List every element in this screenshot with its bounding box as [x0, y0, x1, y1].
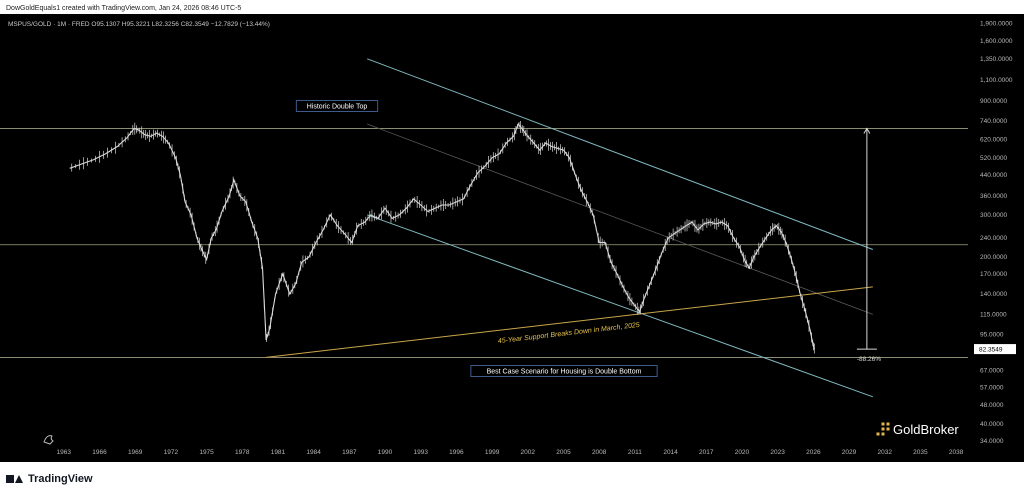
x-tick-label: 2038: [949, 449, 964, 456]
y-tick-label: 57.0000: [980, 384, 1004, 391]
x-tick-label: 1996: [449, 449, 464, 456]
y-tick-label: 95.0000: [980, 331, 1004, 338]
y-tick-label: 620.0000: [980, 137, 1007, 144]
x-tick-label: 1993: [413, 449, 428, 456]
y-tick-label: 170.0000: [980, 271, 1007, 278]
goldbroker-dot: [881, 427, 885, 431]
x-tick-label: 1999: [485, 449, 500, 456]
y-tick-label: 520.0000: [980, 155, 1007, 162]
x-tick-label: 1966: [92, 449, 107, 456]
goldbroker-watermark: GoldBroker: [876, 422, 959, 437]
goldbroker-dot: [886, 422, 890, 426]
y-tick-label: 1,900.0000: [980, 20, 1013, 27]
chart-legend: MSPUS/GOLD · 1M · FRED O95.1307 H95.3221…: [8, 21, 270, 28]
x-tick-label: 2029: [842, 449, 857, 456]
x-tick-label: 1969: [128, 449, 143, 456]
x-tick-label: 1978: [235, 449, 250, 456]
label-double-top: Historic Double Top: [307, 104, 368, 111]
x-tick-label: 2002: [521, 449, 536, 456]
x-tick-label: 2035: [913, 449, 928, 456]
y-tick-label: 240.0000: [980, 235, 1007, 242]
trend-channel: [367, 58, 873, 398]
y-tick-label: 740.0000: [980, 118, 1007, 125]
last-value-tag: [974, 344, 1016, 355]
y-tick-label: 48.0000: [980, 402, 1004, 409]
x-tick-label: 2026: [806, 449, 821, 456]
measure-label: -88.26%: [857, 356, 881, 363]
x-tick-label: 1987: [342, 449, 357, 456]
x-axis: 1963 1966 1969 1972 1975 1978 1981 1984 1987 1990…: [57, 449, 964, 456]
y-tick-label: 900.0000: [980, 98, 1007, 105]
y-tick-label: 200.0000: [980, 254, 1007, 261]
goldbroker-dot: [881, 422, 885, 426]
measure-arrow: [863, 127, 871, 134]
price-series: [69, 121, 816, 354]
y-tick-label: 115.0000: [980, 311, 1007, 318]
y-tick-label: 440.0000: [980, 172, 1007, 179]
x-tick-label: 1990: [378, 449, 393, 456]
x-tick-label: 2011: [628, 449, 642, 456]
x-tick-label: 2023: [770, 449, 785, 456]
horizontal-levels: [0, 128, 968, 358]
y-tick-label: 1,100.0000: [980, 77, 1013, 84]
goldbroker-dot: [881, 432, 885, 436]
x-tick-label: 1984: [306, 449, 321, 456]
y-tick-label: 300.0000: [980, 212, 1007, 219]
y-tick-label: 67.0000: [980, 367, 1004, 374]
x-tick-label: 2005: [556, 449, 571, 456]
label-double-bottom-box: [470, 365, 658, 377]
x-tick-label: 2014: [663, 449, 678, 456]
chart-area[interactable]: MSPUS/GOLD · 1M · FRED O95.1307 H95.3221…: [0, 14, 1024, 462]
tradingview-brand: TradingView: [28, 473, 93, 485]
x-tick-label: 2020: [735, 449, 750, 456]
y-tick-label: 1,350.0000: [980, 56, 1013, 63]
tv-small-logo-icon: [43, 435, 54, 445]
channel-line-mid: [367, 123, 873, 315]
y-tick-label: 40.0000: [980, 421, 1004, 428]
x-tick-label: 1981: [271, 449, 286, 456]
y-axis: 1,900.0000 1,600.0000 1,350.0000 1,100.0000…: [974, 20, 1016, 445]
label-double-top-box: [295, 100, 379, 112]
y-tick-label: 34.0000: [980, 438, 1004, 445]
x-tick-label: 1972: [164, 449, 179, 456]
goldbroker-dot: [876, 432, 880, 436]
channel-line-lower: [367, 214, 873, 398]
chart-svg[interactable]: MSPUS/GOLD · 1M · FRED O95.1307 H95.3221…: [0, 14, 1024, 462]
measure-tool: -88.26%: [856, 127, 881, 363]
goldbroker-dots-icon: [876, 422, 890, 436]
tradingview-logo-icon: [6, 473, 24, 485]
x-tick-label: 2008: [592, 449, 607, 456]
x-tick-label: 2017: [699, 449, 714, 456]
support-line-group: [265, 286, 873, 358]
y-tick-label: 140.0000: [980, 291, 1007, 298]
footer: TradingView: [6, 468, 93, 490]
chart-caption: DowGoldEquals1 created with TradingView.…: [6, 5, 242, 12]
chart-background: [0, 14, 1024, 462]
support-line: [265, 286, 873, 358]
channel-line-upper: [367, 58, 873, 250]
x-tick-label: 1975: [199, 449, 214, 456]
last-value-label: 82.3549: [979, 347, 1003, 354]
goldbroker-text: GoldBroker: [893, 422, 959, 437]
x-tick-label: 2032: [877, 449, 892, 456]
label-double-bottom: Best Case Scenario for Housing is Double…: [487, 369, 642, 376]
x-tick-label: 1963: [57, 449, 72, 456]
y-tick-label: 1,600.0000: [980, 38, 1013, 45]
y-tick-label: 360.0000: [980, 193, 1007, 200]
goldbroker-dot: [886, 427, 890, 431]
